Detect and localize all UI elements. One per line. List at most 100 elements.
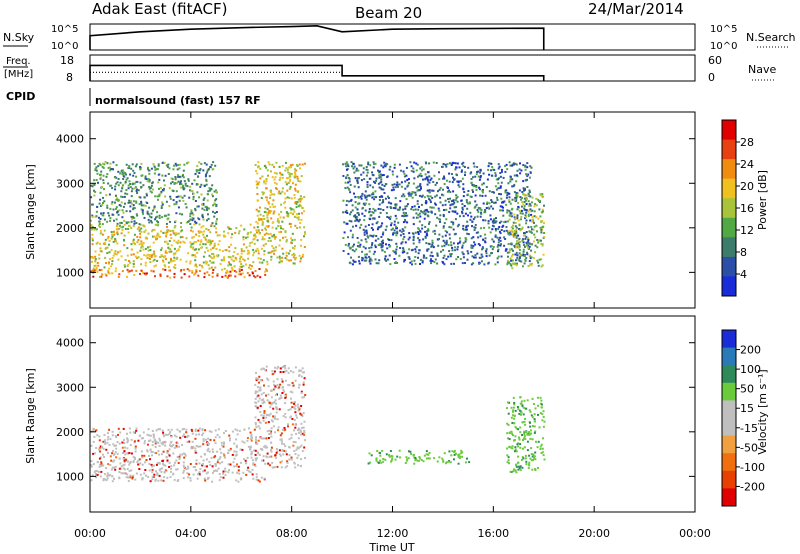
heatmap-cell — [535, 224, 538, 227]
heatmap-cell — [414, 231, 417, 234]
heatmap-cell — [297, 205, 300, 208]
heatmap-cell — [102, 179, 105, 182]
heatmap-cell — [392, 186, 395, 189]
heatmap-cell — [477, 206, 480, 209]
heatmap-cell — [230, 258, 233, 261]
heatmap-cell — [280, 466, 283, 469]
heatmap-cell — [425, 177, 428, 180]
heatmap-cell — [530, 226, 533, 228]
heatmap-cell — [379, 173, 382, 176]
heatmap-cell — [515, 226, 518, 229]
heatmap-cell — [258, 421, 261, 423]
heatmap-cell — [111, 430, 114, 433]
heatmap-cell — [351, 233, 354, 236]
heatmap-cell — [127, 228, 130, 230]
heatmap-cell — [375, 459, 378, 462]
heatmap-cell — [510, 248, 513, 251]
heatmap-cell — [436, 262, 439, 265]
heatmap-cell — [366, 232, 368, 235]
heatmap-cell — [355, 248, 358, 251]
heatmap-cell — [363, 204, 366, 206]
heatmap-cell — [516, 258, 519, 261]
heatmap-cell — [243, 228, 246, 231]
heatmap-cell — [106, 162, 109, 165]
heatmap-cell — [274, 399, 277, 402]
heatmap-cell — [210, 456, 213, 459]
heatmap-cell — [168, 269, 171, 272]
heatmap-cell — [374, 246, 377, 249]
heatmap-cell — [540, 228, 543, 231]
heatmap-cell — [444, 163, 447, 166]
heatmap-cell — [257, 229, 260, 232]
heatmap-cell — [203, 469, 206, 472]
heatmap-cell — [507, 412, 510, 415]
heatmap-cell — [448, 237, 451, 240]
heatmap-cell — [514, 409, 517, 412]
heatmap-cell — [166, 225, 168, 228]
heatmap-cell — [231, 269, 234, 272]
heatmap-cell — [196, 477, 199, 480]
heatmap-cell — [288, 173, 291, 176]
heatmap-cell — [351, 245, 354, 248]
heatmap-cell — [475, 185, 478, 187]
heatmap-cell — [429, 179, 432, 181]
heatmap-cell — [211, 271, 214, 274]
heatmap-cell — [202, 440, 205, 443]
heatmap-cell — [488, 226, 491, 229]
heatmap-cell — [141, 211, 144, 213]
heatmap-cell — [293, 402, 296, 405]
heatmap-cell — [526, 449, 529, 452]
heatmap-cell — [303, 246, 306, 248]
heatmap-cell — [372, 193, 375, 196]
heatmap-cell — [189, 260, 192, 263]
heatmap-cell — [192, 192, 195, 195]
heatmap-cell — [123, 234, 126, 237]
heatmap-cell — [370, 454, 373, 457]
heatmap-cell — [537, 239, 540, 242]
heatmap-cell — [385, 259, 388, 262]
heatmap-cell — [456, 248, 459, 251]
heatmap-cell — [302, 253, 305, 256]
heatmap-cell — [143, 472, 146, 475]
heatmap-cell — [267, 462, 270, 465]
heatmap-cell — [153, 207, 155, 210]
heatmap-cell — [237, 232, 240, 235]
heatmap-cell — [246, 252, 249, 255]
heatmap-cell — [238, 270, 241, 273]
heatmap-cell — [529, 421, 531, 424]
heatmap-cell — [115, 447, 118, 450]
heatmap-cell — [157, 450, 160, 452]
heatmap-cell — [461, 177, 464, 180]
heatmap-cell — [151, 465, 154, 468]
heatmap-cell — [192, 242, 195, 245]
heatmap-cell — [170, 435, 173, 438]
heatmap-cell — [354, 196, 357, 199]
heatmap-cell — [277, 387, 280, 390]
heatmap-cell — [257, 400, 260, 403]
heatmap-cell — [98, 224, 100, 227]
heatmap-cell — [164, 231, 167, 234]
heatmap-cell — [488, 190, 491, 193]
heatmap-cell — [286, 460, 289, 463]
heatmap-cell — [484, 241, 487, 244]
heatmap-cell — [502, 214, 505, 217]
heatmap-cell — [255, 180, 258, 183]
heatmap-cell — [459, 215, 461, 218]
heatmap-cell — [150, 221, 153, 224]
heatmap-cell — [204, 429, 207, 432]
heatmap-cell — [187, 467, 190, 470]
heatmap-cell — [421, 227, 424, 230]
heatmap-cell — [412, 235, 415, 238]
heatmap-cell — [150, 191, 153, 194]
heatmap-cell — [398, 163, 401, 166]
heatmap-cell — [265, 228, 268, 231]
colorbar-swatch — [722, 276, 736, 297]
heatmap-cell — [507, 259, 509, 262]
heatmap-cell — [193, 248, 196, 251]
heatmap-cell — [235, 227, 238, 229]
heatmap-cell — [456, 195, 459, 198]
heatmap-cell — [517, 202, 519, 204]
heatmap-cell — [512, 434, 514, 437]
heatmap-cell — [502, 224, 505, 227]
heatmap-cell — [234, 275, 237, 278]
